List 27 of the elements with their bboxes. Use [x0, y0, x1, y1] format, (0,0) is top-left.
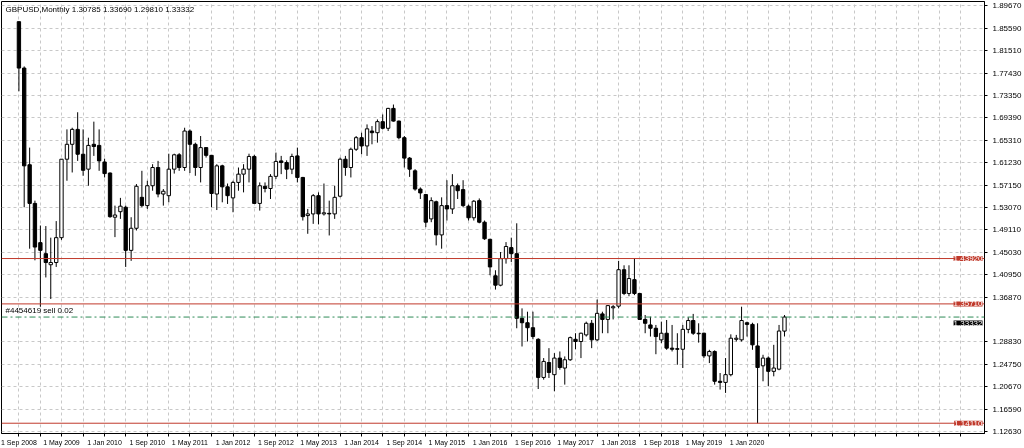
y-tick-label: 1.49110	[992, 225, 1022, 235]
y-tick-label: 1.36870	[992, 292, 1022, 302]
annotation: 1.33332	[953, 318, 984, 328]
candlestick	[96, 128, 102, 172]
y-tick-label: 1.24750	[992, 359, 1022, 369]
y-tick-label: 1.81510	[992, 46, 1022, 56]
y-tick-label: 1.73350	[992, 91, 1022, 101]
y-tick-label: 1.77430	[992, 68, 1022, 78]
chart-title: GBPUSD,Monthly 1.30785 1.33690 1.29810 1.33332	[5, 4, 195, 14]
y-tick-label: 1.89670	[992, 1, 1022, 11]
ref-line-label: 1.14110	[954, 418, 984, 428]
y-tick-label: 1.16590	[992, 405, 1022, 415]
y-tick-label: 1.12630	[992, 426, 1022, 436]
y-tick-label: 1.61230	[992, 158, 1022, 168]
y-tick-label: 1.65310	[992, 135, 1022, 145]
ref-line-label: #4454619 sell 0.02	[5, 306, 74, 316]
ref-line-label: 1.43920	[953, 254, 984, 264]
ref-line-label: 1.35710	[953, 299, 984, 309]
y-tick-label: 1.28830	[992, 337, 1022, 347]
y-tick-label: 1.85590	[992, 23, 1022, 33]
y-tick-label: 1.40950	[992, 270, 1022, 280]
candlestick	[610, 304, 616, 320]
y-tick-label: 1.57150	[992, 180, 1022, 190]
y-tick-label: 1.20670	[992, 382, 1022, 392]
y-tick-label: 1.53070	[992, 203, 1022, 213]
y-tick-label: 1.69390	[992, 113, 1022, 123]
y-tick-label: 1.45030	[992, 247, 1022, 257]
